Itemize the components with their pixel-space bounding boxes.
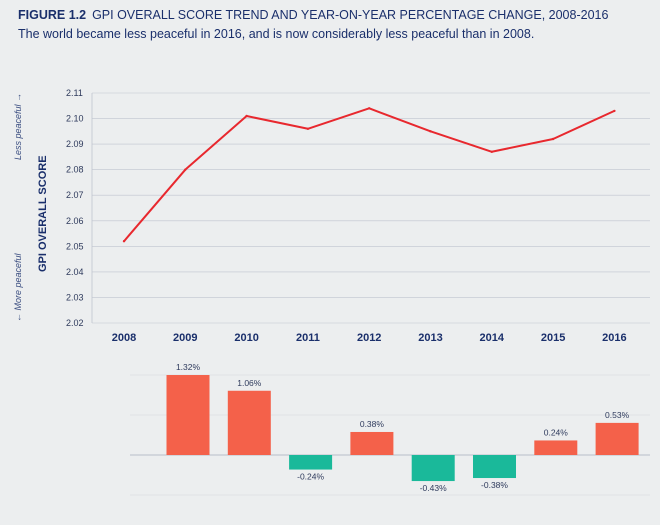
change-bar <box>350 431 394 455</box>
change-bar <box>289 455 333 470</box>
gpi-score-point <box>613 109 616 113</box>
x-tick-label: 2016 <box>602 332 626 344</box>
y-tick-label: 2.04 <box>66 267 84 277</box>
title-text: GPI OVERALL SCORE TREND AND YEAR-ON-YEAR… <box>92 8 609 22</box>
change-bar <box>227 390 271 455</box>
x-tick-label: 2010 <box>234 332 258 344</box>
x-tick-label: 2009 <box>173 332 197 344</box>
chart-title: FIGURE 1.2 GPI OVERALL SCORE TREND AND YE… <box>18 8 650 22</box>
x-tick-label: 2011 <box>296 332 320 344</box>
gpi-score-point <box>490 150 493 153</box>
x-tick-label: 2008 <box>112 332 136 344</box>
y-tick-label: 2.05 <box>66 241 84 251</box>
y-tick-label: 2.03 <box>66 292 84 302</box>
y-tick-label: 2.10 <box>66 114 84 124</box>
change-bar <box>166 375 210 455</box>
y-tick-label: 2.11 <box>66 88 83 98</box>
bar-data-label: 1.06% <box>237 378 262 388</box>
y-tick-label: 2.09 <box>66 139 84 149</box>
y-tick-label: 2.06 <box>66 216 84 226</box>
gpi-score-point <box>306 127 310 130</box>
gpi-score-line <box>123 107 615 242</box>
y-tick-label: 2.07 <box>66 190 84 200</box>
bar-data-label: -0.43% <box>420 483 447 493</box>
x-tick-label: 2015 <box>541 332 565 344</box>
y-tick-label: 2.02 <box>66 318 84 328</box>
x-tick-label: 2012 <box>357 332 381 344</box>
change-bar <box>595 422 639 455</box>
bar-data-label: 1.32% <box>176 362 201 372</box>
gpi-score-point <box>184 168 187 171</box>
bar-data-label: -0.38% <box>481 480 508 490</box>
bar-data-label: -0.24% <box>297 472 324 482</box>
change-bar <box>473 455 516 479</box>
bar-data-label: 0.24% <box>544 427 569 437</box>
x-tick-label: 2014 <box>480 332 505 344</box>
header: FIGURE 1.2 GPI OVERALL SCORE TREND AND YE… <box>18 8 650 41</box>
bar-data-label: 0.38% <box>360 419 385 429</box>
bar-data-label: 0.53% <box>605 410 630 420</box>
y-tick-label: 2.08 <box>66 165 84 175</box>
chart-subtitle: The world became less peaceful in 2016, … <box>18 27 535 41</box>
change-bar <box>534 440 578 455</box>
change-bar <box>411 455 455 482</box>
gpi-score-point <box>122 240 126 243</box>
gpi-score-point <box>429 130 432 133</box>
gpi-score-point <box>551 137 555 141</box>
x-tick-label: 2013 <box>418 332 442 344</box>
gpi-score-point <box>245 114 248 118</box>
figure-label: FIGURE 1.2 <box>18 8 87 22</box>
gpi-score-point <box>368 107 371 110</box>
